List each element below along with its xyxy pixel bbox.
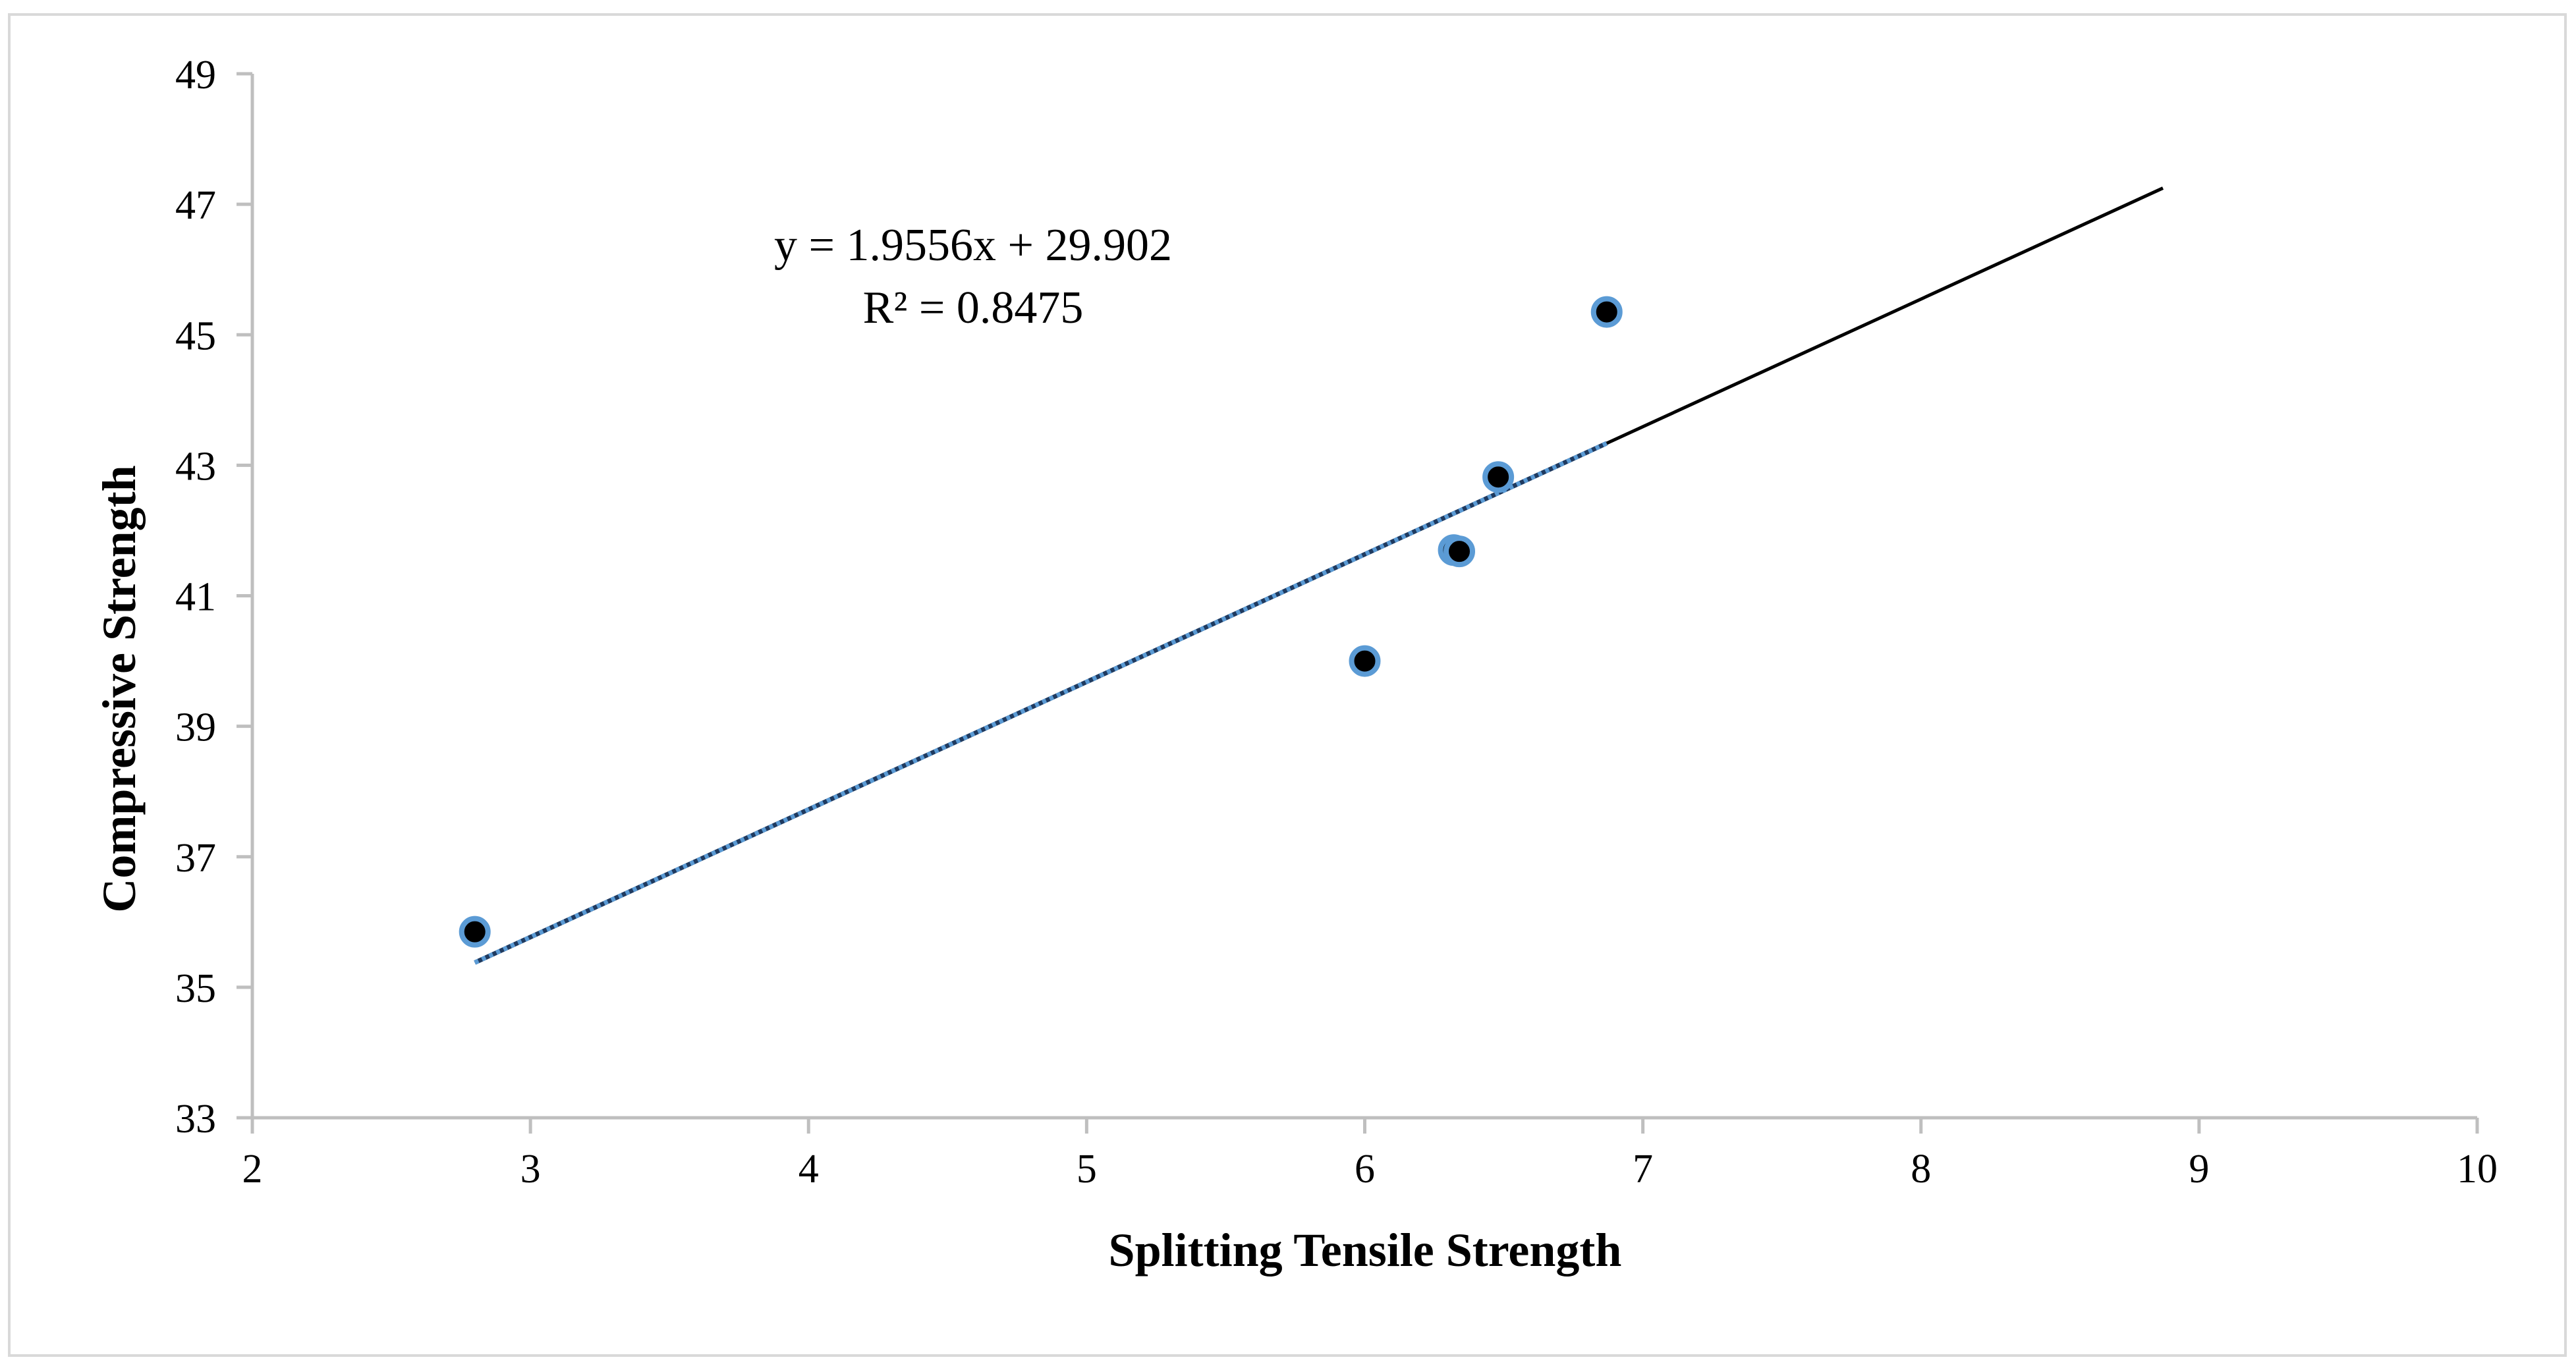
x-tick-label: 3 [520,1147,541,1192]
data-point [1482,461,1515,493]
trendline-fit [474,441,1608,965]
x-tick-label: 4 [798,1147,819,1192]
data-point [1349,645,1381,677]
x-tick-label: 10 [2457,1147,2498,1192]
x-axis-ticks [250,1116,2479,1134]
data-point [1590,296,1623,328]
x-tick-label: 2 [242,1147,263,1192]
x-tick-label: 6 [1355,1147,1375,1192]
y-tick-label: 37 [175,836,216,881]
trendline-forecast [1606,186,2164,445]
y-tick-label: 49 [175,53,216,97]
chart-border [8,13,2567,1357]
y-axis-title: Compressive Strength [93,465,146,912]
x-tick-label: 9 [2189,1147,2209,1192]
y-tick-label: 39 [175,705,216,750]
y-tick-label: 41 [175,575,216,620]
y-tick-label: 45 [175,314,216,358]
x-axis-title: Splitting Tensile Strength [1109,1224,1622,1276]
y-tick-label: 43 [175,444,216,489]
trendline-equation: y = 1.9556x + 29.902 [774,220,1172,271]
x-tick-label: 5 [1077,1147,1097,1192]
data-point [1443,535,1476,568]
y-tick-label: 33 [175,1097,216,1141]
y-tick-label: 47 [175,183,216,228]
y-axis-ticks [237,72,254,1120]
y-tick-label: 35 [175,966,216,1011]
data-points [459,296,1623,948]
r-squared-label: R² = 0.8475 [863,283,1084,333]
trendline-layer [474,186,2164,965]
data-point [459,916,491,948]
x-tick-label: 7 [1633,1147,1653,1192]
x-tick-label: 8 [1911,1147,1931,1192]
